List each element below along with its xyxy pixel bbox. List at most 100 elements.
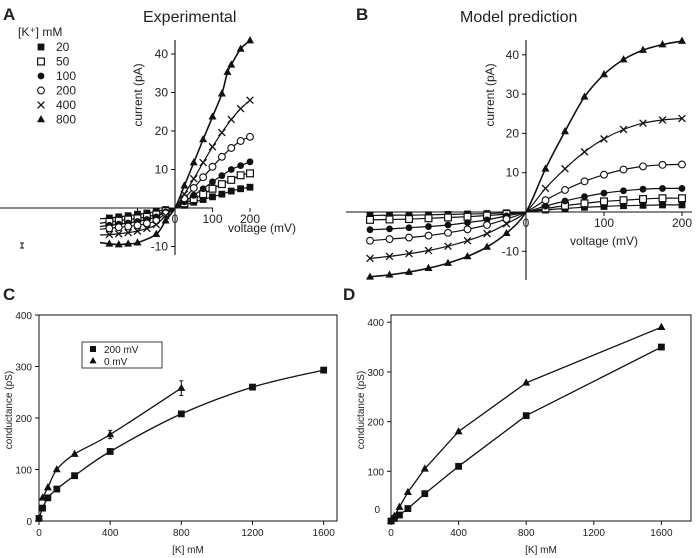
panel-B-point-100: [405, 224, 413, 232]
panel-D-point: [658, 343, 665, 351]
panel-B-point-20: [386, 211, 393, 219]
panel-A-plot: [0, 36, 255, 255]
panel-D-line-0mV: [390, 326, 662, 522]
panel-C-letter: C: [3, 285, 15, 304]
panel-A-point-800: [223, 67, 232, 75]
panel-D-frame: [390, 314, 692, 522]
panel-B-point-50: [366, 215, 375, 224]
panel-B-point-400: [639, 119, 647, 128]
panel-B-point-20: [600, 203, 608, 210]
panel-B-point-200: [444, 228, 452, 237]
panel-D-point: [657, 322, 666, 330]
panel-D-point: [522, 412, 530, 420]
panel-B-point-100: [600, 189, 608, 197]
panel-D-y-tick-label: 400: [367, 318, 384, 329]
panel-A-point-200: [142, 219, 151, 228]
panel-B-y-label: current (pA): [483, 63, 497, 126]
panel-A-point-50: [227, 175, 236, 184]
panel-C-line-0mV: [42, 387, 182, 499]
panel-A-point-200: [189, 184, 198, 192]
panel-A-y-tick-label: 20: [155, 124, 169, 138]
panel-B-curve-800: [369, 40, 683, 278]
panel-B-point-100: [444, 221, 452, 229]
panel-B-point-800: [463, 252, 472, 260]
panel-B-point-100: [659, 185, 666, 192]
panel-B-point-400: [366, 254, 374, 263]
panel-C-point: [39, 504, 46, 512]
panel-C-x-tick-label: 1600: [313, 528, 336, 539]
panel-D-y-origin-label: 0: [374, 505, 380, 516]
panel-B-point-20: [659, 201, 666, 209]
panel-A-point-400: [246, 96, 254, 105]
panel-D-y-tick-label: 200: [367, 418, 384, 429]
panel-C-y-tick-label: 100: [15, 466, 32, 477]
panel-B-point-20: [366, 212, 374, 219]
panel-C-point: [177, 410, 185, 418]
panel-A-point-200: [236, 137, 245, 145]
panel-B-point-50: [619, 196, 628, 205]
panel-B-point-50: [580, 199, 589, 208]
panel-A-point-800: [246, 36, 254, 44]
panel-A-point-400: [236, 104, 245, 113]
panel-A-legend-marker-800: [37, 115, 45, 123]
panel-B-point-400: [600, 135, 608, 143]
panel-A-point-800: [180, 181, 189, 189]
panel-A-point-200: [133, 221, 142, 230]
panel-B-point-200: [463, 225, 472, 234]
panel-A-point-200: [246, 132, 254, 141]
panel-B-point-200: [424, 231, 433, 240]
panel-B-point-100: [678, 185, 686, 192]
panel-A-legend-label: 400: [56, 98, 76, 112]
panel-B-point-50: [638, 195, 647, 204]
panel-B-point-400: [424, 246, 433, 255]
panel-B-point-100: [639, 185, 647, 193]
panel-A-point-100: [246, 158, 254, 166]
panel-C-error-bar: [179, 380, 184, 396]
panel-B-point-200: [600, 170, 608, 179]
panel-A-point-400: [218, 128, 226, 137]
panel-B-point-800: [639, 45, 647, 53]
panel-B-point-800: [405, 267, 413, 275]
panel-C-point: [35, 515, 43, 522]
panel-B-point-400: [483, 229, 491, 238]
panel-C-x-label: [K] mM: [172, 545, 204, 556]
panel-B-point-50: [405, 215, 414, 224]
panel-C-x-tick-label: 0: [36, 528, 42, 539]
panel-B-y-tick-label: -10: [502, 244, 520, 258]
panel-B-point-400: [502, 219, 511, 228]
panel-C-point: [53, 485, 61, 493]
panel-B-point-100: [464, 219, 471, 227]
panel-C-point: [44, 494, 52, 502]
panel-A-legend-marker-100: [37, 72, 45, 80]
panel-B-point-50: [658, 194, 667, 203]
panel-D-x-tick-label: 800: [518, 528, 535, 539]
panel-B-point-800: [678, 36, 686, 44]
panel-A-point-800: [199, 135, 208, 143]
panel-C-error-bar: [108, 429, 113, 440]
panel-D-point: [454, 427, 463, 435]
panel-C-x-tick-label: 1200: [241, 528, 264, 539]
panel-B-point-200: [619, 165, 628, 174]
panel-D-y-tick-label: 100: [367, 467, 384, 478]
panel-A-letter: A: [3, 5, 15, 24]
panel-B-point-20: [620, 202, 627, 210]
panel-B-point-200: [483, 221, 491, 229]
panel-B-point-50: [677, 194, 686, 203]
panel-B-point-100: [542, 202, 549, 210]
panel-A-point-800: [227, 60, 236, 68]
panel-A-point-400: [208, 142, 217, 151]
panel-D-y-label: conductance (pS): [356, 371, 367, 449]
panel-B-point-400: [678, 114, 686, 123]
panel-C-point: [71, 472, 78, 480]
panel-D-point: [390, 511, 399, 519]
panel-B-y-tick-label: 10: [506, 166, 520, 180]
panel-A-point-200: [114, 223, 123, 232]
panel-A-point-800: [152, 229, 161, 237]
panel-B-point-100: [561, 197, 569, 205]
panel-B-y-tick-label: 40: [506, 48, 520, 62]
panel-A-error-bar: [20, 242, 24, 249]
panel-A-point-20: [199, 196, 207, 203]
panel-D-point: [455, 462, 462, 470]
panel-A-x-tick-label: 200: [240, 212, 260, 226]
panel-B-point-200: [405, 233, 413, 242]
